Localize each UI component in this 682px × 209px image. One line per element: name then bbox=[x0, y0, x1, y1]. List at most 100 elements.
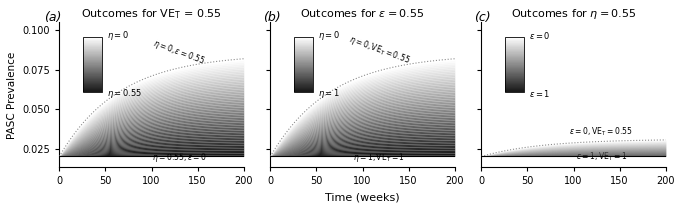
Bar bbox=[505, 49, 524, 50]
Title: Outcomes for VE$_{\mathrm{T}}$ = 0.55: Outcomes for VE$_{\mathrm{T}}$ = 0.55 bbox=[81, 7, 222, 21]
Bar bbox=[83, 42, 102, 43]
Y-axis label: PASC Prevalence: PASC Prevalence bbox=[7, 51, 17, 139]
Bar bbox=[295, 49, 313, 50]
Bar bbox=[295, 52, 313, 53]
Bar bbox=[83, 52, 102, 53]
Bar bbox=[505, 41, 524, 42]
Bar bbox=[505, 43, 524, 44]
Bar bbox=[505, 76, 524, 77]
Bar bbox=[295, 79, 313, 80]
Bar bbox=[83, 90, 102, 91]
Bar bbox=[505, 82, 524, 83]
Bar bbox=[83, 51, 102, 52]
Bar bbox=[83, 39, 102, 40]
Bar bbox=[295, 69, 313, 70]
Bar bbox=[295, 53, 313, 54]
Bar bbox=[295, 86, 313, 87]
Bar bbox=[505, 53, 524, 54]
Bar bbox=[505, 56, 524, 57]
Bar bbox=[83, 64, 102, 65]
Bar bbox=[505, 54, 524, 55]
Bar bbox=[505, 80, 524, 81]
Text: $\varepsilon = 1$: $\varepsilon = 1$ bbox=[529, 88, 550, 99]
Bar bbox=[83, 69, 102, 70]
Bar bbox=[295, 58, 313, 59]
Bar bbox=[505, 70, 524, 71]
Bar bbox=[505, 66, 524, 67]
Text: $\varepsilon=0, \mathrm{VE}_{\mathrm{T}}=0.55$: $\varepsilon=0, \mathrm{VE}_{\mathrm{T}}… bbox=[569, 125, 633, 138]
Bar bbox=[83, 91, 102, 92]
Bar bbox=[505, 74, 524, 75]
Bar bbox=[505, 78, 524, 79]
Bar bbox=[83, 50, 102, 51]
Text: $\eta = 0$: $\eta = 0$ bbox=[318, 29, 340, 42]
Bar bbox=[295, 77, 313, 78]
Bar bbox=[83, 62, 102, 63]
Bar bbox=[295, 54, 313, 55]
Text: $\eta = 0$: $\eta = 0$ bbox=[107, 29, 130, 42]
Bar bbox=[83, 74, 102, 75]
Bar bbox=[295, 71, 313, 72]
Bar bbox=[505, 72, 524, 73]
Bar bbox=[295, 61, 313, 62]
X-axis label: Time (weeks): Time (weeks) bbox=[325, 192, 400, 202]
Bar bbox=[83, 88, 102, 89]
Bar bbox=[505, 73, 524, 74]
Bar bbox=[505, 38, 524, 39]
Text: $\varepsilon = 0$: $\varepsilon = 0$ bbox=[529, 30, 551, 41]
Bar bbox=[295, 37, 313, 38]
Bar bbox=[295, 66, 313, 67]
Bar bbox=[295, 78, 313, 79]
Bar bbox=[295, 44, 313, 45]
Bar bbox=[83, 79, 102, 80]
Bar bbox=[505, 91, 524, 92]
Bar bbox=[295, 82, 313, 83]
Bar bbox=[295, 38, 313, 39]
Bar bbox=[83, 83, 102, 84]
Bar bbox=[295, 87, 313, 88]
Bar bbox=[505, 89, 524, 90]
Bar bbox=[83, 77, 102, 78]
Text: $\eta=0.55, \varepsilon=0$: $\eta=0.55, \varepsilon=0$ bbox=[151, 151, 207, 164]
Bar bbox=[295, 74, 313, 75]
Bar bbox=[295, 88, 313, 89]
Bar bbox=[83, 49, 102, 50]
Bar bbox=[295, 67, 313, 68]
Bar bbox=[83, 82, 102, 83]
Bar bbox=[295, 70, 313, 71]
Bar bbox=[295, 40, 313, 41]
Bar bbox=[505, 64, 524, 65]
Bar bbox=[83, 37, 102, 92]
Bar bbox=[295, 75, 313, 76]
Bar bbox=[83, 56, 102, 57]
Text: $\eta = 0.55$: $\eta = 0.55$ bbox=[107, 87, 143, 100]
Bar bbox=[295, 91, 313, 92]
Bar bbox=[505, 46, 524, 47]
Text: $\eta = 1$: $\eta = 1$ bbox=[318, 87, 340, 100]
Text: $\varepsilon=1, \mathrm{VE}_{\mathrm{T}}=1$: $\varepsilon=1, \mathrm{VE}_{\mathrm{T}}… bbox=[576, 151, 627, 163]
Bar bbox=[83, 70, 102, 71]
Bar bbox=[83, 57, 102, 58]
Bar bbox=[295, 90, 313, 91]
Bar bbox=[505, 48, 524, 49]
Bar bbox=[83, 73, 102, 74]
Bar bbox=[505, 65, 524, 66]
Title: Outcomes for $\eta = 0.55$: Outcomes for $\eta = 0.55$ bbox=[511, 7, 636, 21]
Bar bbox=[505, 57, 524, 58]
Bar bbox=[83, 38, 102, 39]
Bar bbox=[83, 59, 102, 60]
Bar bbox=[295, 59, 313, 60]
Bar bbox=[505, 67, 524, 68]
Text: (a): (a) bbox=[44, 11, 62, 24]
Bar bbox=[295, 48, 313, 49]
Bar bbox=[505, 85, 524, 86]
Text: $\eta=0, \mathrm{VE}_{\mathrm{T}}=0.55$: $\eta=0, \mathrm{VE}_{\mathrm{T}}=0.55$ bbox=[346, 33, 411, 68]
Bar bbox=[505, 86, 524, 87]
Bar bbox=[505, 37, 524, 38]
Bar bbox=[295, 50, 313, 51]
Bar bbox=[83, 46, 102, 47]
Bar bbox=[505, 75, 524, 76]
Bar bbox=[505, 47, 524, 48]
Bar bbox=[295, 47, 313, 48]
Bar bbox=[83, 41, 102, 42]
